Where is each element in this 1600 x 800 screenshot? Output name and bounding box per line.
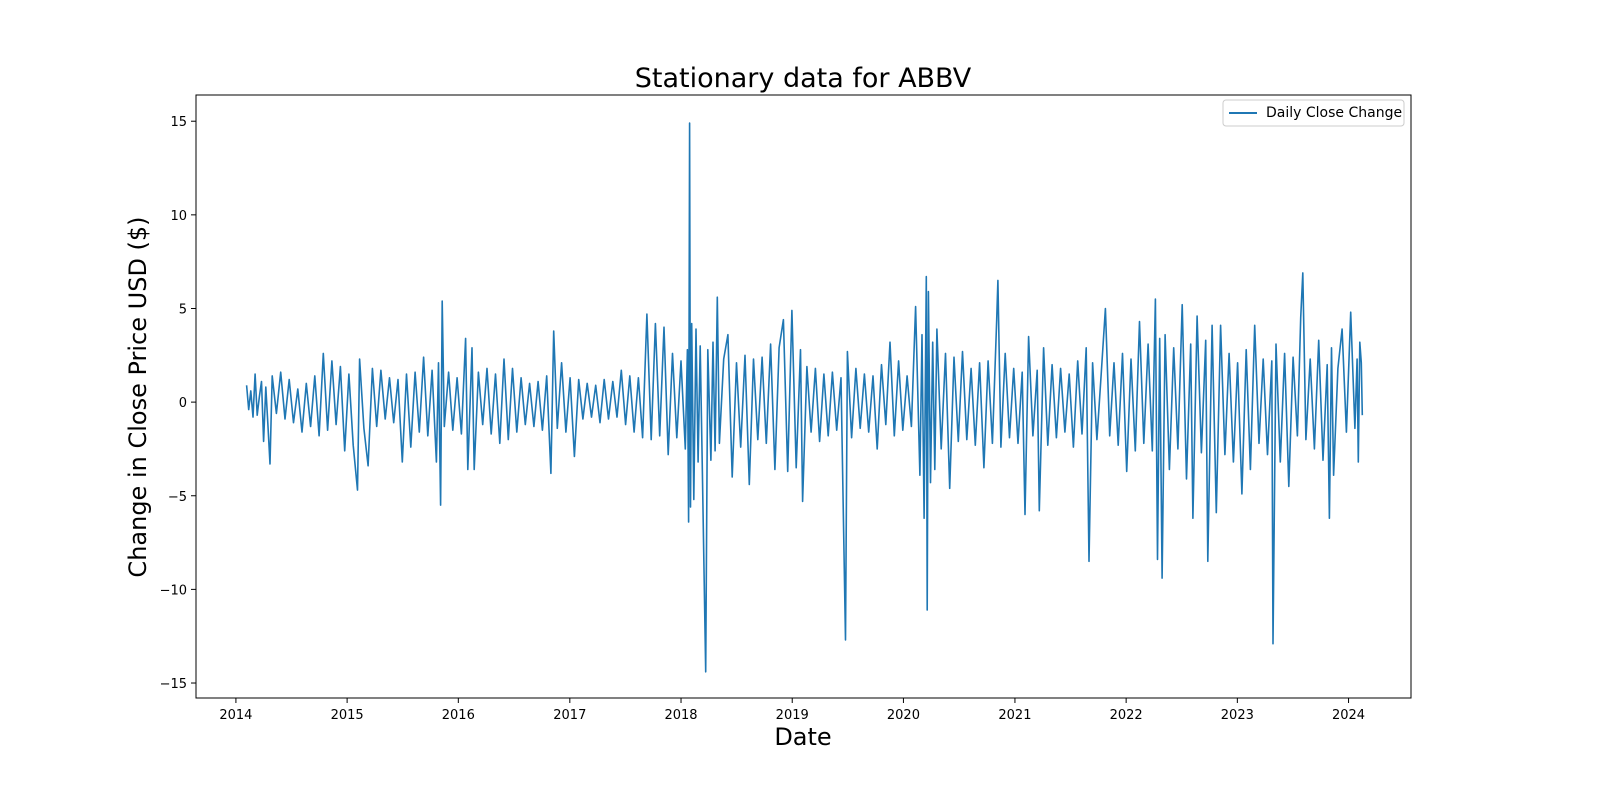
x-tick-label: 2015 — [331, 708, 364, 723]
y-tick-label: 0 — [179, 396, 187, 411]
series-line-daily-close-change — [245, 122, 1364, 673]
y-axis-label: Change in Close Price USD ($) — [124, 216, 152, 577]
x-tick-label: 2021 — [998, 708, 1031, 723]
y-tick-label: −15 — [160, 677, 187, 692]
plot-frame — [195, 94, 1412, 699]
legend-label-daily-close-change: Daily Close Change — [1266, 105, 1402, 121]
x-tick-label: 2023 — [1221, 708, 1254, 723]
x-tick-label: 2017 — [553, 708, 586, 723]
x-axis-label: Date — [774, 723, 831, 751]
y-tick-label: 10 — [170, 209, 187, 224]
x-tick-label: 2016 — [442, 708, 475, 723]
y-tick-label: 5 — [179, 302, 187, 317]
x-tick-label: 2022 — [1110, 708, 1143, 723]
x-tick-label: 2018 — [664, 708, 697, 723]
chart-title: Stationary data for ABBV — [635, 63, 972, 94]
legend: Daily Close Change — [1222, 99, 1405, 127]
x-tick-label: 2020 — [887, 708, 920, 723]
y-tick-label: −10 — [160, 583, 187, 598]
x-axis: 2014 2015 2016 2017 2018 2019 2020 2021 2022 2023… — [219, 698, 1365, 723]
plot-area — [245, 122, 1364, 673]
x-tick-label: 2024 — [1332, 708, 1365, 723]
x-tick-label: 2014 — [219, 708, 252, 723]
y-tick-label: −5 — [168, 490, 187, 505]
y-tick-label: 15 — [170, 115, 187, 130]
y-axis: −15 −10 −5 0 5 10 15 — [160, 115, 196, 692]
x-tick-label: 2019 — [776, 708, 809, 723]
legend-box — [1222, 99, 1405, 127]
